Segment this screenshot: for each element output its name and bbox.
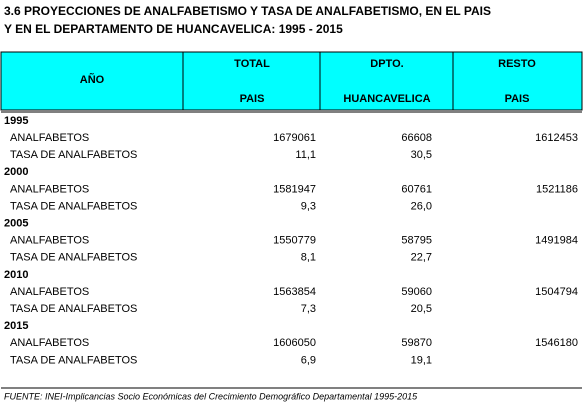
year: 2010: [4, 269, 28, 281]
column-header: PAIS: [505, 93, 530, 105]
row-label: TASA DE ANALFABETOS: [10, 252, 137, 264]
cell-value: 1550779: [273, 235, 316, 247]
row-label: TASA DE ANALFABETOS: [10, 149, 137, 161]
row-label: ANALFABETOS: [10, 183, 89, 195]
cell-value: 20,5: [411, 303, 432, 315]
cell-value: 1563854: [273, 286, 316, 298]
year: 2005: [4, 218, 28, 230]
cell-value: 1581947: [273, 183, 316, 195]
column-header: TOTAL: [234, 58, 270, 70]
cell-value: 26,0: [411, 200, 432, 212]
title: Y EN EL DEPARTAMENTO DE HUANCAVELICA: 19…: [4, 22, 343, 36]
cell-value: 60761: [401, 183, 432, 195]
source: FUENTE: INEI-Implicancias Socio Económic…: [4, 391, 418, 401]
header-band: [0, 51, 583, 111]
cell-value: 1606050: [273, 337, 316, 349]
cell-value: 1491984: [535, 235, 578, 247]
cell-value: 59060: [401, 286, 432, 298]
column-header: RESTO: [498, 58, 536, 70]
cell-value: 7,3: [301, 303, 316, 315]
cell-value: 19,1: [411, 354, 432, 366]
cell-value: 11,1: [295, 149, 316, 161]
cell-value: 22,7: [411, 252, 432, 264]
row-label: ANALFABETOS: [10, 286, 89, 298]
cell-value: 1612453: [535, 132, 578, 144]
column-header: AÑO: [80, 73, 105, 86]
row-label: TASA DE ANALFABETOS: [10, 200, 137, 212]
row-label: ANALFABETOS: [10, 132, 89, 144]
cell-value: 1546180: [535, 337, 578, 349]
row-label: ANALFABETOS: [10, 235, 89, 247]
cell-value: 58795: [401, 235, 432, 247]
column-header: DPTO.: [370, 58, 403, 70]
cell-value: 66608: [401, 132, 432, 144]
column-header: PAIS: [240, 93, 265, 105]
cell-value: 6,9: [301, 354, 316, 366]
title: 3.6 PROYECCIONES DE ANALFABETISMO Y TASA…: [4, 4, 491, 18]
cell-value: 1504794: [535, 286, 578, 298]
cell-value: 30,5: [411, 149, 432, 161]
year: 1995: [4, 115, 28, 127]
year: 2000: [4, 166, 28, 178]
cell-value: 1521186: [536, 183, 578, 195]
column-header: HUANCAVELICA: [343, 93, 430, 105]
year: 2015: [4, 320, 28, 332]
cell-value: 59870: [401, 337, 432, 349]
cell-value: 9,3: [301, 200, 316, 212]
row-label: ANALFABETOS: [10, 337, 89, 349]
row-label: TASA DE ANALFABETOS: [10, 354, 137, 366]
cell-value: 1679061: [273, 132, 316, 144]
row-label: TASA DE ANALFABETOS: [10, 303, 137, 315]
cell-value: 8,1: [301, 252, 316, 264]
